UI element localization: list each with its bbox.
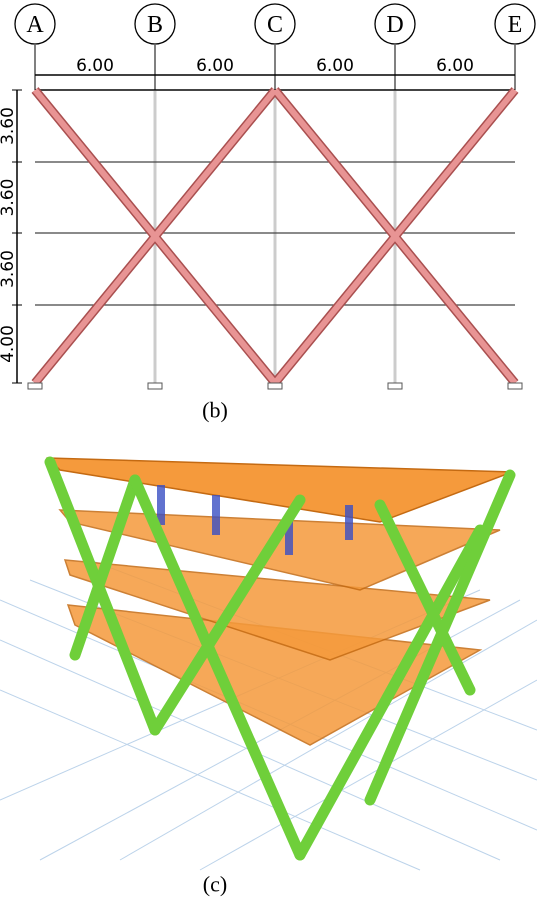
story-height: 3.60 bbox=[0, 250, 18, 288]
grid-label: A bbox=[26, 12, 44, 38]
grid-label: C bbox=[267, 12, 283, 38]
grid-label: E bbox=[508, 12, 523, 38]
columns-3d bbox=[157, 485, 353, 555]
grid-bubble bbox=[134, 3, 176, 45]
grid-bubble bbox=[374, 3, 416, 45]
grid-bubble bbox=[254, 3, 296, 45]
bay-width: 6.00 bbox=[436, 56, 474, 76]
story-height: 3.60 bbox=[0, 107, 18, 145]
supports bbox=[27, 382, 523, 390]
braces-fill bbox=[32, 88, 518, 385]
bay-width: 6.00 bbox=[76, 56, 114, 76]
slabs bbox=[46, 457, 513, 746]
grid-label: B bbox=[147, 12, 163, 38]
elevation-panel: A B C D E 6.00 6.00 6.00 6.00 3.60 3.60 3.60 4.00 bbox=[0, 3, 536, 390]
story-height: 3.60 bbox=[0, 179, 18, 217]
caption: (b) bbox=[202, 398, 228, 423]
columns bbox=[153, 90, 397, 383]
bay-width: 6.00 bbox=[316, 56, 354, 76]
grid-bubble bbox=[494, 3, 536, 45]
story-height: 4.00 bbox=[0, 325, 18, 363]
grid-bubble bbox=[14, 3, 56, 45]
grid-label: D bbox=[386, 12, 403, 38]
model-3d-panel bbox=[0, 456, 537, 871]
braces-3d bbox=[44, 456, 516, 861]
bay-width: 6.00 bbox=[196, 56, 234, 76]
caption: (c) bbox=[203, 872, 227, 897]
